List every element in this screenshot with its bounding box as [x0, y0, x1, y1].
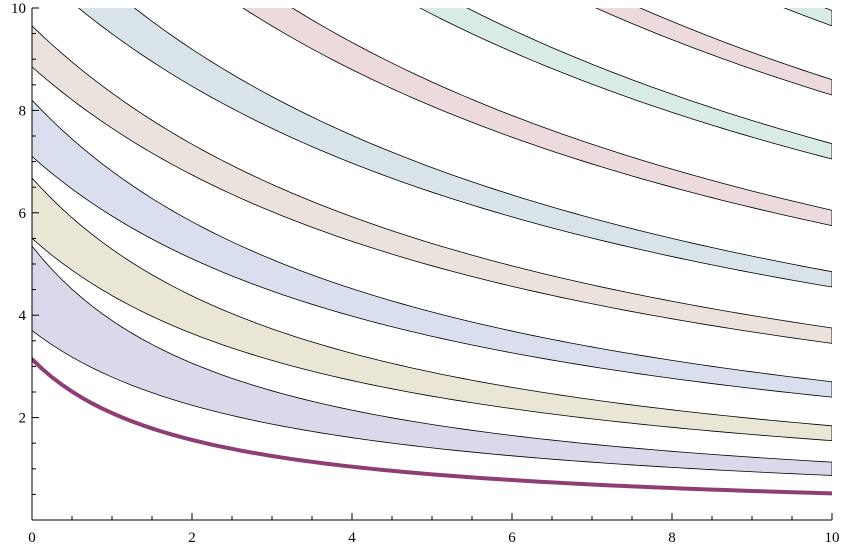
y-tick-label: 10 — [11, 1, 26, 17]
band-5 — [77, 8, 832, 288]
band-7 — [419, 8, 832, 160]
main-curve — [32, 357, 832, 496]
axes: 0 2 4 6 8 10 2 4 6 8 10 — [11, 1, 840, 546]
y-tick-label: 4 — [19, 308, 27, 324]
curve-layer — [32, 357, 832, 496]
x-tick-label: 4 — [348, 530, 356, 546]
band-1 — [32, 245, 832, 476]
band-9 — [783, 8, 832, 27]
x-tick-label: 10 — [825, 530, 840, 546]
band-8 — [595, 8, 832, 96]
x-tick-label: 8 — [668, 530, 676, 546]
band-2 — [32, 177, 832, 442]
band-6 — [242, 8, 832, 226]
x-tick-label: 6 — [508, 530, 516, 546]
x-tick-label: 2 — [188, 530, 196, 546]
band-layer — [32, 8, 832, 476]
x-tick-label: 0 — [28, 530, 36, 546]
y-tick-label: 2 — [19, 411, 27, 427]
band-4 — [32, 25, 832, 344]
y-tick-label: 8 — [19, 103, 27, 119]
band-3 — [32, 99, 832, 398]
y-tick-label: 6 — [19, 206, 27, 222]
